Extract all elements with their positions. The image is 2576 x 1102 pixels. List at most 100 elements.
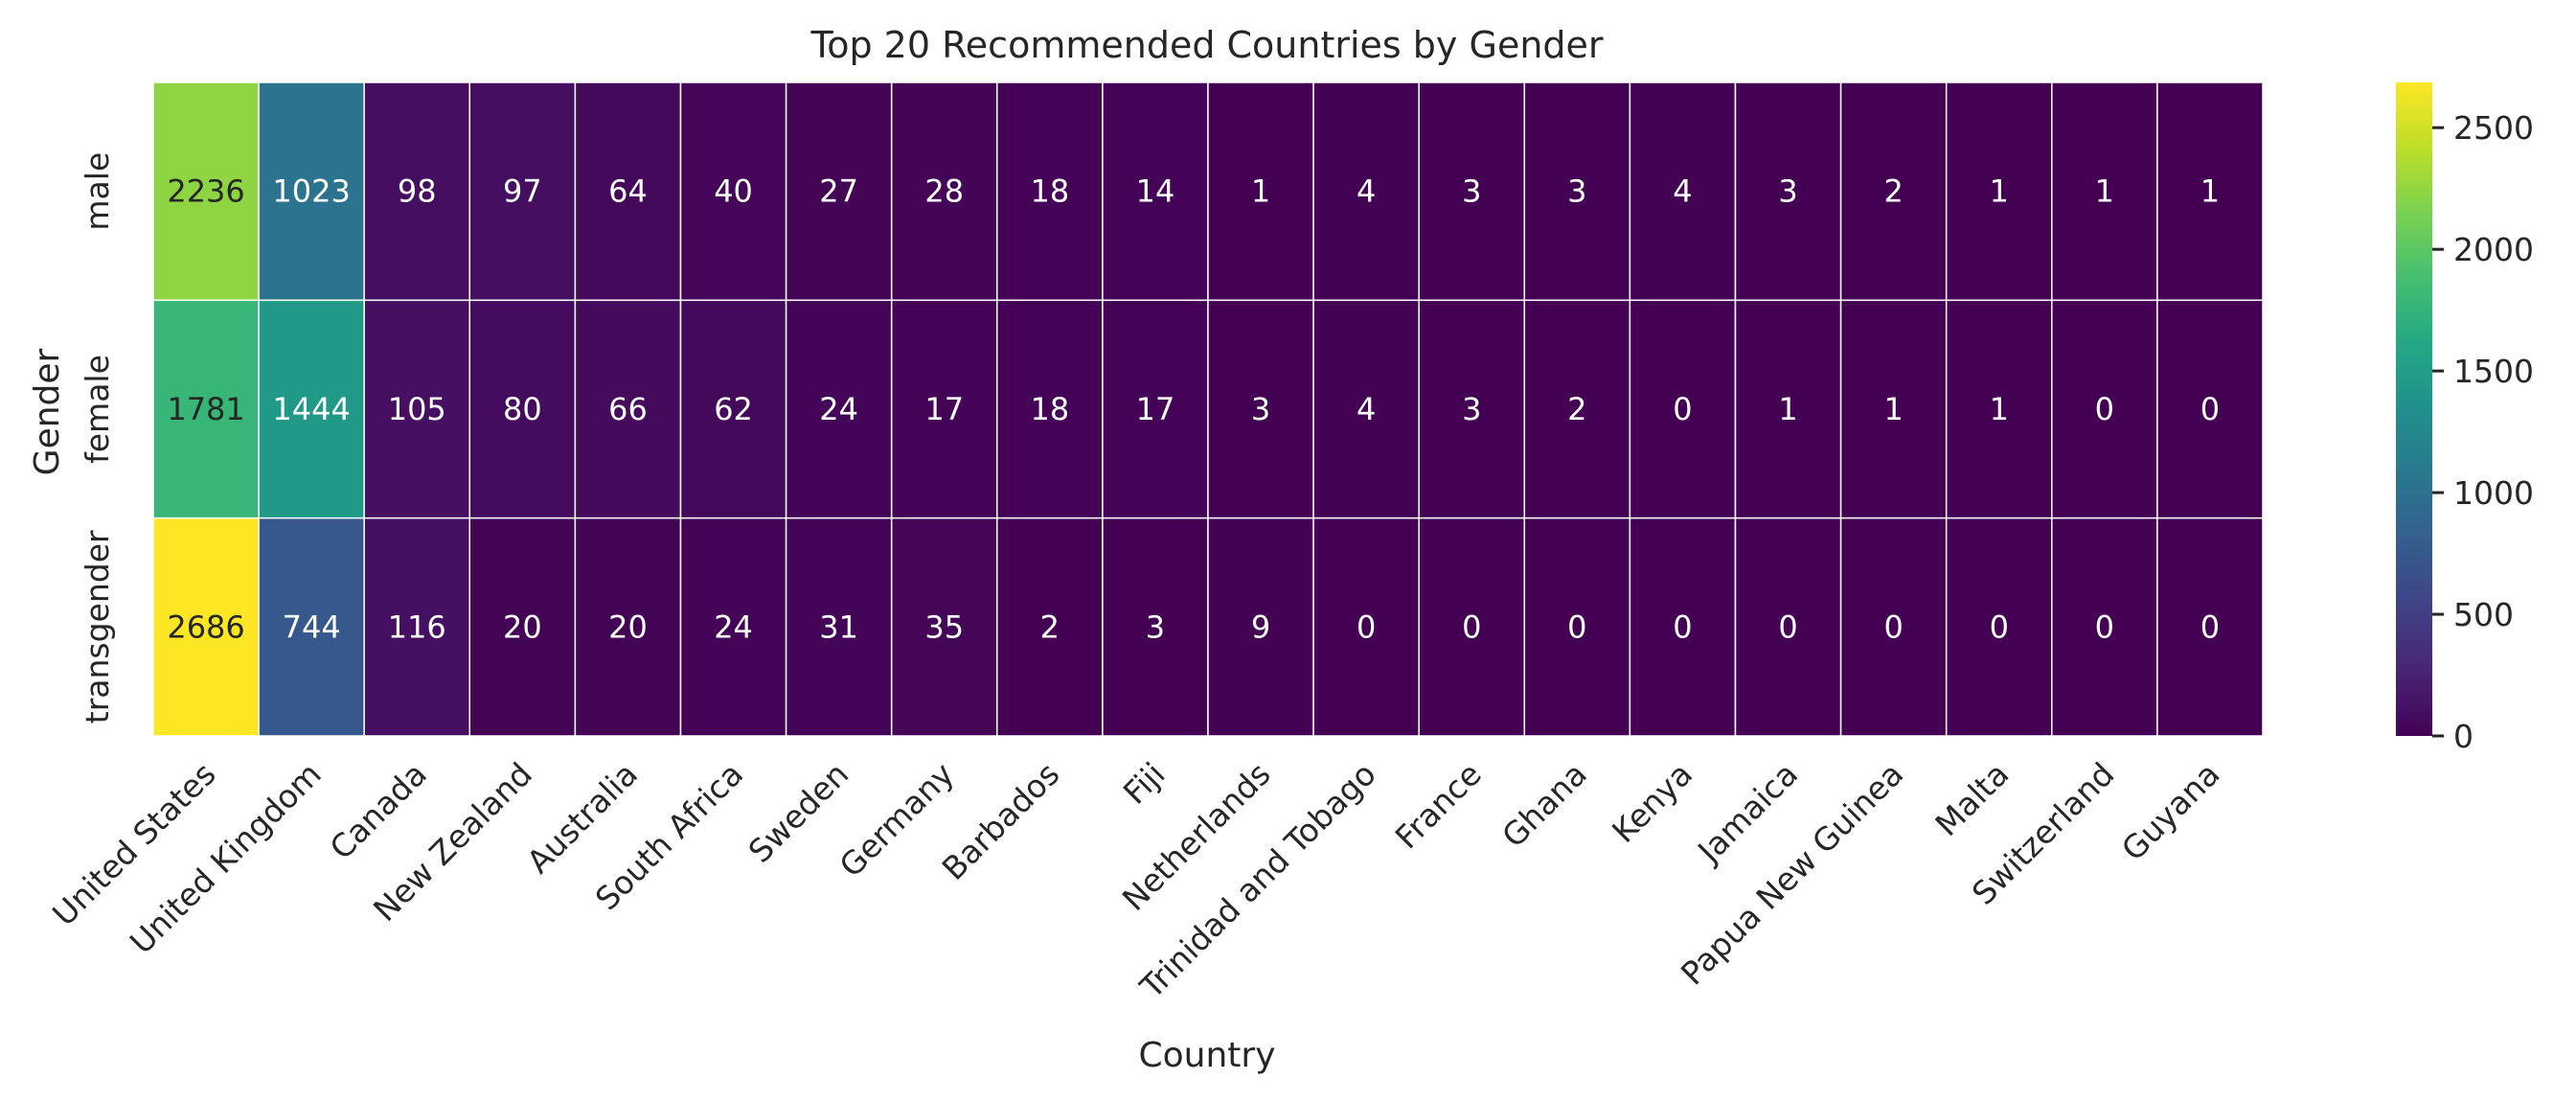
heatmap-cell xyxy=(468,81,577,302)
x-tick-label: Kenya xyxy=(1605,755,1699,850)
cell-value-label: 2686 xyxy=(167,608,244,645)
cell-value-label: 18 xyxy=(1030,173,1069,210)
cell-value-label: 24 xyxy=(819,391,858,427)
cell-value-label: 24 xyxy=(714,608,753,645)
y-tick-label: transgender xyxy=(79,530,116,723)
heatmap-cell xyxy=(258,299,365,519)
x-tick-label: Ghana xyxy=(1494,755,1594,855)
cell-value-label: 62 xyxy=(714,391,753,427)
heatmap-cell xyxy=(1945,299,2053,519)
cell-value-label: 98 xyxy=(398,173,437,210)
cell-value-label: 40 xyxy=(714,173,753,210)
heatmap-cell xyxy=(363,299,471,519)
cell-value-label: 0 xyxy=(2200,391,2220,427)
heatmap-cell xyxy=(258,517,365,737)
y-axis-label: Gender xyxy=(28,348,67,475)
heatmap-cell xyxy=(996,299,1104,519)
cell-value-label: 9 xyxy=(1251,608,1270,645)
cell-value-label: 0 xyxy=(1673,608,1692,645)
cell-value-label: 3 xyxy=(1251,391,1270,427)
x-tick-label: Fiji xyxy=(1116,755,1173,812)
cell-value-label: 0 xyxy=(1778,608,1797,645)
heatmap-cell xyxy=(574,299,682,519)
cell-value-label: 66 xyxy=(608,391,648,427)
cell-value-label: 20 xyxy=(503,608,542,645)
heatmap-cell xyxy=(996,517,1104,737)
cell-value-label: 0 xyxy=(1673,391,1692,427)
chart-title: Top 20 Recommended Countries by Gender xyxy=(809,24,1603,66)
cell-value-label: 0 xyxy=(1990,608,2009,645)
cell-value-label: 0 xyxy=(2200,608,2220,645)
x-tick-label: Guyana xyxy=(2114,755,2227,868)
heatmap-cell xyxy=(785,299,893,519)
colorbar-ticks: 0 500 1000 1500 2000 2500 xyxy=(2432,109,2534,755)
heatmap-cell xyxy=(1629,517,1737,737)
heatmap-cell xyxy=(574,81,682,302)
heatmap-cell xyxy=(890,81,998,302)
heatmap-cell xyxy=(1629,81,1737,302)
cell-value-label: 1781 xyxy=(167,391,244,427)
cell-value-label: 17 xyxy=(924,391,964,427)
heatmap-cell xyxy=(1945,517,2053,737)
heatmap-cell xyxy=(1734,81,1842,302)
cell-value-label: 4 xyxy=(1356,391,1376,427)
cell-value-label: 97 xyxy=(503,173,542,210)
cell-value-label: 1 xyxy=(1990,173,2009,210)
heatmap-cell xyxy=(363,517,471,737)
heatmap-cell xyxy=(679,81,787,302)
heatmap-cell xyxy=(363,81,471,302)
colorbar-tick-label: 500 xyxy=(2453,596,2514,633)
cell-value-label: 2236 xyxy=(167,173,244,210)
heatmap-cell xyxy=(890,299,998,519)
cell-value-label: 0 xyxy=(1567,608,1586,645)
heatmap-cell xyxy=(1734,299,1842,519)
x-axis-label: Country xyxy=(1138,1036,1275,1075)
cell-value-label: 1 xyxy=(1251,173,1270,210)
cell-value-label: 20 xyxy=(608,608,648,645)
cell-value-label: 0 xyxy=(1356,608,1376,645)
x-tick-label: Malta xyxy=(1927,755,2016,843)
cell-value-label: 2 xyxy=(1567,391,1586,427)
heatmap-cell xyxy=(1207,517,1314,737)
cell-value-label: 27 xyxy=(819,173,858,210)
heatmap-cell xyxy=(1102,517,1209,737)
heatmap-cell xyxy=(2156,299,2264,519)
heatmap-cell xyxy=(1207,299,1314,519)
heatmap-cell xyxy=(258,81,365,302)
cell-value-label: 28 xyxy=(924,173,964,210)
colorbar-tick-label: 2500 xyxy=(2453,109,2534,147)
colorbar-tick-label: 2000 xyxy=(2453,231,2534,268)
heatmap-cell xyxy=(2156,517,2264,737)
colorbar-tick-label: 1000 xyxy=(2453,474,2534,512)
cell-value-label: 3 xyxy=(1462,173,1481,210)
x-tick-label: France xyxy=(1388,755,1489,856)
colorbar-tick-label: 0 xyxy=(2453,718,2473,755)
cell-value-label: 2 xyxy=(1883,173,1903,210)
cell-value-label: 116 xyxy=(388,608,446,645)
cell-value-label: 18 xyxy=(1030,391,1069,427)
heatmap-cell xyxy=(1418,81,1526,302)
cell-value-label: 1 xyxy=(2200,173,2220,210)
heatmap-cell xyxy=(2051,517,2158,737)
y-tick-label: female xyxy=(79,355,116,464)
cell-value-label: 0 xyxy=(2095,391,2114,427)
cell-value-label: 3 xyxy=(1778,173,1797,210)
cell-value-label: 1 xyxy=(1883,391,1903,427)
cell-value-label: 14 xyxy=(1136,173,1175,210)
cell-value-label: 3 xyxy=(1567,173,1586,210)
cell-value-label: 3 xyxy=(1146,608,1165,645)
cell-value-label: 0 xyxy=(1883,608,1903,645)
cell-value-label: 17 xyxy=(1136,391,1175,427)
heatmap-cell xyxy=(1523,517,1631,737)
heatmap-cell xyxy=(1312,81,1420,302)
cell-value-label: 3 xyxy=(1462,391,1481,427)
heatmap-cell xyxy=(785,517,893,737)
heatmap-cell xyxy=(2051,299,2158,519)
heatmap-cell xyxy=(679,517,787,737)
heatmap-cell xyxy=(2051,81,2158,302)
heatmap-cell xyxy=(890,517,998,737)
cell-value-label: 1444 xyxy=(272,391,350,427)
heatmap-cell xyxy=(1839,517,1948,737)
